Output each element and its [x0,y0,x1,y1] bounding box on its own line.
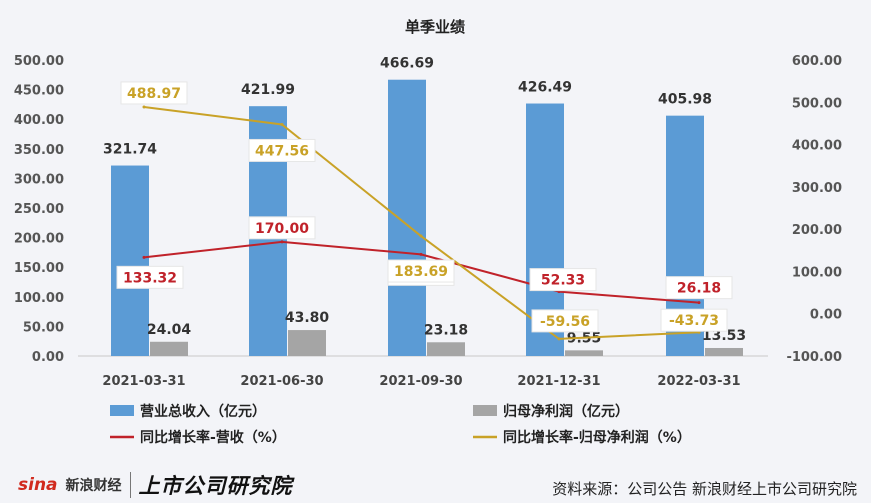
right-axis-tick-label: 400.00 [792,139,842,154]
revenue-growth-data-label: 133.32 [123,270,177,286]
right-axis-tick-label: 600.00 [792,54,842,69]
source-note: 资料来源：公司公告 新浪财经上市公司研究院 [552,480,857,498]
profit-growth-point [419,234,423,238]
profit-growth-data-label: -43.73 [669,313,719,329]
revenue-growth-data-label: 26.18 [677,281,721,297]
revenue-growth-point [697,301,701,305]
left-axis-tick-label: 200.00 [14,232,64,247]
right-axis-tick-label: 0.00 [810,308,842,323]
revenue-growth-data-label-box [248,216,316,240]
legend-revenue-label: 营业总收入（亿元） [140,403,266,420]
right-axis-tick-label: -100.00 [786,350,842,365]
right-axis-tick-label: 300.00 [792,181,842,196]
profit-growth-point [557,337,561,341]
revenue-data-label: 321.74 [103,142,157,158]
revenue-data-label: 421.99 [241,82,295,98]
x-axis-category-label: 2021-12-31 [517,374,600,389]
left-axis-tick-label: 450.00 [14,84,64,99]
left-axis-tick-label: 100.00 [14,291,64,306]
profit-growth-data-label-box [387,259,455,283]
net-profit-bar [705,347,743,356]
net-profit-data-label: 24.04 [147,322,192,338]
profit-growth-point [280,122,284,126]
net-profit-data-label: 13.53 [702,328,746,344]
legend-net-profit-label: 归母净利润（亿元） [503,403,629,420]
revenue-growth-data-label-box [116,265,184,289]
sina-logo-text: sina [18,475,58,495]
profit-growth-point [142,105,146,109]
left-axis-tick-label: 350.00 [14,143,64,158]
institute-logo-text: 上市公司研究院 [138,473,293,498]
revenue-growth-data-label: 52.33 [541,273,585,289]
profit-growth-data-label: 183.69 [394,264,448,280]
x-axis-category-label: 2021-06-30 [240,374,323,389]
legend-revenue-swatch [110,405,134,416]
profit-growth-data-label-box [248,138,316,162]
revenue-data-label: 405.98 [658,92,712,108]
revenue-data-label: 426.49 [518,80,572,96]
left-axis-tick-label: 300.00 [14,172,64,187]
revenue-bar [111,165,149,356]
chart-title: 单季业绩 [405,18,465,36]
profit-growth-data-label-box [120,81,188,105]
profit-growth-data-label: 447.56 [255,143,309,159]
revenue-growth-point [419,252,423,256]
sina-finance-label: 新浪财经 [65,478,122,494]
revenue-growth-data-label-box [665,276,733,300]
brand-divider [129,472,131,498]
x-axis-category-label: 2022-03-31 [657,374,740,389]
x-axis-category-label: 2021-09-30 [379,374,462,389]
right-axis-tick-label: 100.00 [792,265,842,280]
left-axis-tick-label: 400.00 [14,113,64,128]
net-profit-bar [150,341,188,356]
revenue-growth-data-label-box [529,268,597,292]
legend-profit-growth-label: 同比增长率-归母净利润（%） [503,429,691,446]
left-axis-tick-label: 50.00 [23,320,64,335]
profit-growth-data-label: 488.97 [127,86,181,102]
net-profit-bar [288,330,326,356]
profit-growth-data-label: -59.56 [540,314,590,330]
legend-revenue-growth-label: 同比增长率-营收（%） [140,429,286,446]
profit-growth-data-label-box [660,308,728,332]
left-axis-tick-label: 500.00 [14,54,64,69]
revenue-bar [388,79,426,357]
left-axis-tick-label: 250.00 [14,202,64,217]
net-profit-bar [427,342,465,356]
footer-branding: sina 新浪财经 上市公司研究院 [18,470,293,500]
net-profit-data-label: 23.18 [424,322,468,338]
right-axis-tick-label: 500.00 [792,96,842,111]
left-axis-tick-label: 150.00 [14,261,64,276]
right-axis-tick-label: 200.00 [792,223,842,238]
revenue-data-label: 466.69 [380,56,434,72]
profit-growth-data-label-box [531,309,599,333]
net-profit-bar [565,350,603,356]
revenue-growth-point [142,255,146,259]
left-axis-tick-label: 0.00 [32,350,64,365]
revenue-growth-data-label: 170.00 [255,221,309,237]
x-axis-category-label: 2021-03-31 [102,374,185,389]
net-profit-data-label: 43.80 [285,310,330,326]
revenue-growth-point [280,240,284,244]
legend-net-profit-swatch [473,405,497,416]
